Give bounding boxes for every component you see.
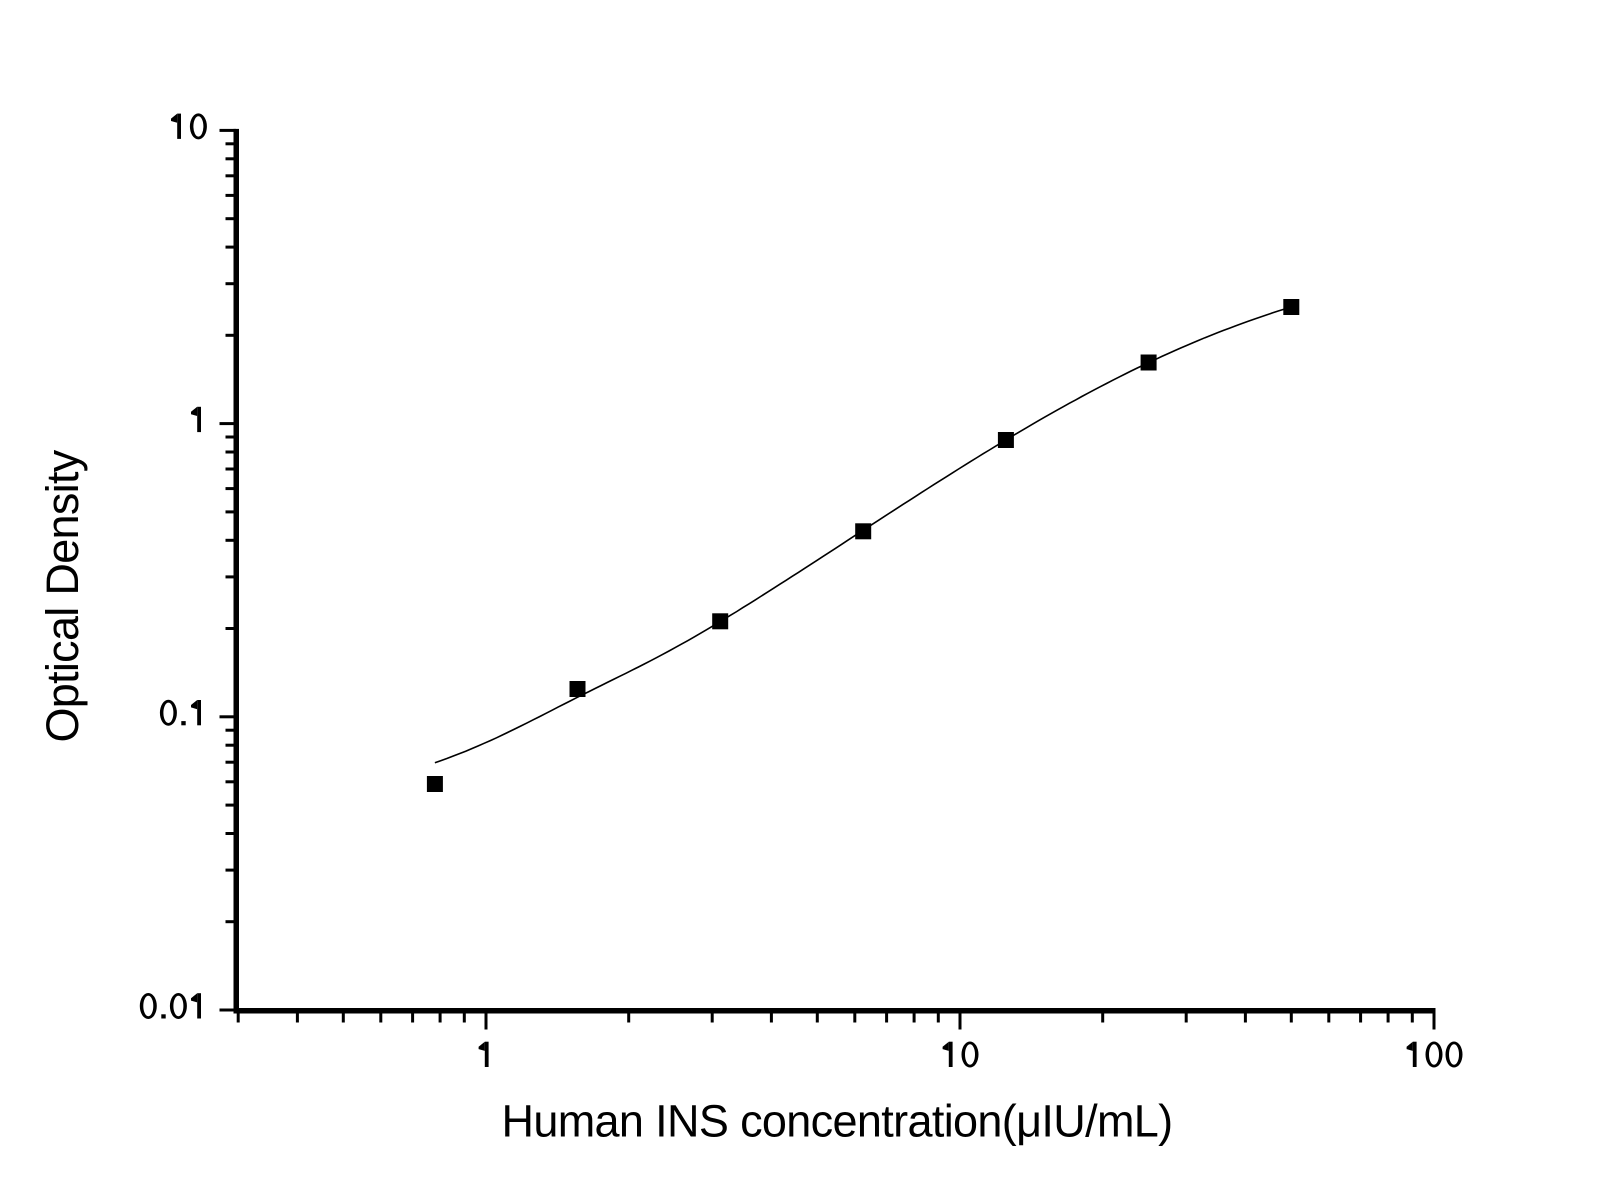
svg-text:Optical Density: Optical Density <box>37 449 88 742</box>
svg-text:Human INS concentration(μIU/mL: Human INS concentration(μIU/mL) <box>501 1096 1172 1147</box>
